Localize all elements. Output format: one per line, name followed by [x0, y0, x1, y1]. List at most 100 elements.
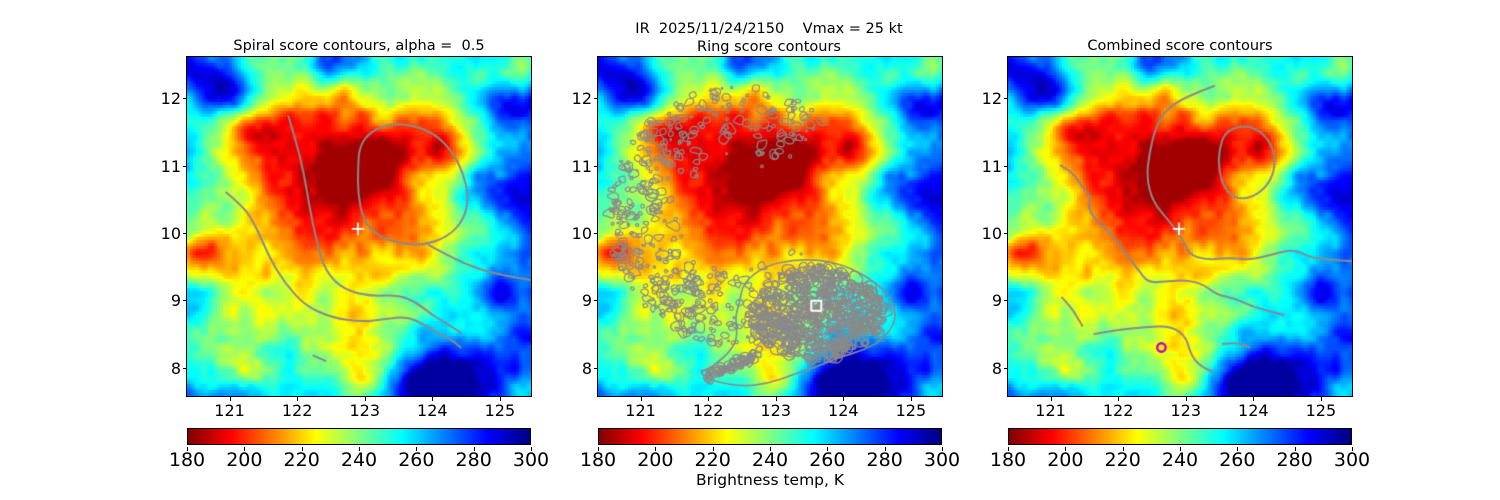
- ir-map-canvas-combined: [1008, 57, 1352, 396]
- colorbar-tick: [1294, 447, 1296, 451]
- colorbar-tick: [827, 447, 829, 451]
- colorbar-tick: [1122, 447, 1124, 451]
- y-axis-tick: [594, 98, 598, 100]
- ir-map-canvas-spiral: [187, 57, 531, 396]
- colorbar-tick-label: 220: [283, 449, 320, 471]
- figure-suptitle: IR 2025/11/24/2150 Vmax = 25 kt: [635, 21, 903, 37]
- colorbar-tick-label: 220: [1104, 449, 1141, 471]
- y-tick-label: 8: [170, 358, 181, 378]
- y-tick-label: 12: [981, 89, 1002, 109]
- colorbar-tick: [942, 447, 943, 451]
- x-tick-label: 122: [1102, 401, 1134, 420]
- y-axis-tick: [594, 165, 598, 167]
- y-tick-label: 11: [981, 156, 1002, 176]
- y-axis-tick: [183, 232, 187, 234]
- y-axis-tick: [1004, 165, 1008, 167]
- y-tick-label: 11: [571, 156, 592, 176]
- y-tick-label: 9: [170, 291, 181, 311]
- colorbar-tick-label: 180: [579, 449, 617, 471]
- colorbar-tick-label: 180: [168, 449, 206, 471]
- colorbar-tick: [655, 447, 657, 451]
- y-axis-tick: [183, 367, 187, 369]
- x-axis-tick: [640, 397, 642, 401]
- x-tick-label: 122: [281, 401, 313, 420]
- colorbar-tick-label: 200: [226, 449, 263, 471]
- colorbar-tick-label: 200: [1047, 449, 1084, 471]
- colorbar-tick: [1352, 447, 1353, 451]
- x-tick-label: 121: [625, 401, 656, 420]
- colorbar-tick: [712, 447, 714, 451]
- ir-map-canvas-ring: [598, 57, 942, 396]
- x-tick-label: 121: [214, 401, 245, 420]
- x-axis-tick: [229, 397, 231, 401]
- y-tick-label: 10: [981, 223, 1002, 243]
- colorbar-tick: [416, 447, 418, 451]
- y-axis-tick: [594, 232, 598, 234]
- colorbar-tick: [1008, 447, 1009, 451]
- colorbar-tick-label: 280: [455, 449, 492, 471]
- x-axis-tick: [708, 397, 710, 401]
- y-axis-tick: [1004, 98, 1008, 100]
- panel-title-spiral: Spiral score contours, alpha = 0.5: [233, 38, 485, 54]
- colorbar: [598, 428, 942, 445]
- colorbar-tick: [187, 447, 188, 451]
- colorbar-tick-label: 300: [512, 449, 550, 471]
- colorbar-tick-label: 260: [809, 449, 846, 471]
- colorbar-tick-label: 240: [751, 449, 789, 471]
- ir-map-panel-ring: [597, 56, 943, 397]
- x-axis-tick: [1320, 397, 1322, 401]
- x-axis-tick: [775, 397, 777, 401]
- y-axis-tick: [1004, 232, 1008, 234]
- x-tick-label: 125: [895, 401, 927, 420]
- y-axis-tick: [183, 300, 187, 302]
- ir-map-panel-spiral: [186, 56, 532, 397]
- x-axis-tick: [1050, 397, 1052, 401]
- y-axis-tick: [183, 165, 187, 167]
- y-axis-tick: [183, 98, 187, 100]
- x-axis-tick: [364, 397, 366, 401]
- colorbar-tick-label: 280: [866, 449, 903, 471]
- y-axis-tick: [594, 367, 598, 369]
- x-axis-tick: [910, 397, 912, 401]
- colorbar-tick: [1237, 447, 1239, 451]
- y-tick-label: 9: [581, 291, 592, 311]
- x-tick-label: 122: [692, 401, 724, 420]
- colorbar-tick: [770, 447, 771, 451]
- colorbar-tick-label: 180: [989, 449, 1027, 471]
- y-axis-tick: [1004, 300, 1008, 302]
- colorbar-tick-label: 240: [1161, 449, 1199, 471]
- y-tick-label: 8: [991, 358, 1002, 378]
- colorbar-tick: [1065, 447, 1067, 451]
- colorbar-tick-label: 300: [923, 449, 961, 471]
- x-axis-tick: [1185, 397, 1187, 401]
- x-tick-label: 123: [349, 401, 380, 420]
- x-tick-label: 125: [1305, 401, 1337, 420]
- colorbar-axis-label: Brightness temp, K: [695, 471, 845, 489]
- ir-map-panel-combined: [1007, 56, 1353, 397]
- y-tick-label: 10: [571, 223, 592, 243]
- panel-title-ring: Ring score contours: [697, 39, 841, 55]
- x-axis-tick: [297, 397, 299, 401]
- x-axis-tick: [499, 397, 501, 401]
- colorbar: [187, 428, 531, 445]
- x-tick-label: 124: [417, 401, 448, 420]
- colorbar-tick-label: 220: [694, 449, 731, 471]
- colorbar: [1008, 428, 1352, 445]
- y-axis-tick: [1004, 367, 1008, 369]
- y-axis-tick: [594, 300, 598, 302]
- colorbar-tick: [473, 447, 475, 451]
- colorbar-tick: [359, 447, 360, 451]
- colorbar-tick-label: 200: [637, 449, 674, 471]
- colorbar-tick-label: 260: [398, 449, 435, 471]
- y-tick-label: 11: [160, 156, 181, 176]
- x-axis-tick: [1118, 397, 1120, 401]
- y-tick-label: 12: [160, 89, 181, 109]
- colorbar-tick-label: 260: [1219, 449, 1256, 471]
- x-tick-label: 124: [828, 401, 859, 420]
- y-tick-label: 9: [991, 291, 1002, 311]
- colorbar-tick-label: 280: [1276, 449, 1313, 471]
- colorbar-tick: [884, 447, 886, 451]
- colorbar-tick-label: 300: [1333, 449, 1371, 471]
- x-tick-label: 123: [760, 401, 791, 420]
